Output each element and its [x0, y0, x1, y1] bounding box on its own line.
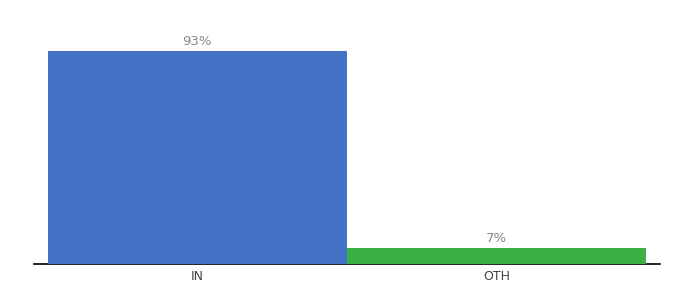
Text: 7%: 7% [486, 232, 507, 244]
Bar [347, 248, 646, 264]
Text: 93%: 93% [182, 35, 212, 48]
Bar [48, 51, 347, 264]
